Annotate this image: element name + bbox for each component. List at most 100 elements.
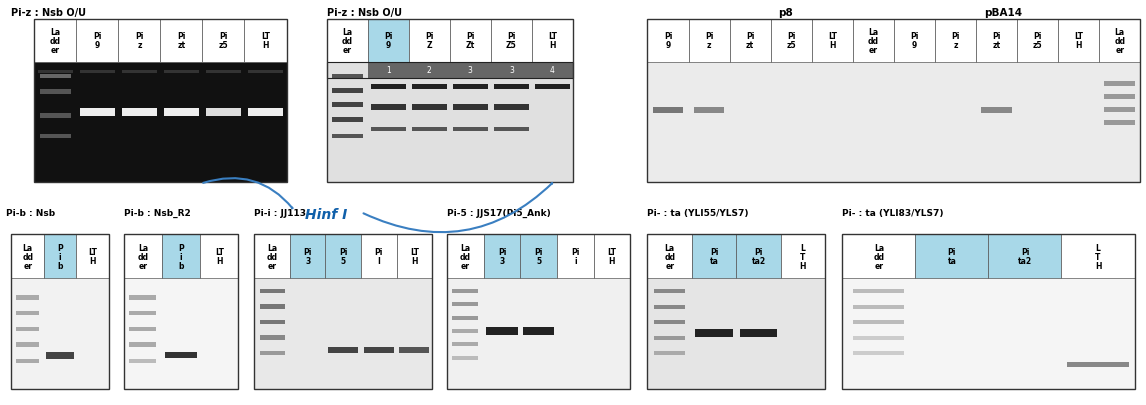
Bar: [411, 105, 447, 111]
Text: Pi
3: Pi 3: [497, 247, 507, 265]
Text: Pi
Zt: Pi Zt: [465, 32, 474, 50]
Bar: [11, 278, 109, 389]
Text: Pi-5 : JJS17(Pi5_Ank): Pi-5 : JJS17(Pi5_Ank): [447, 209, 551, 218]
Bar: [38, 70, 73, 73]
Bar: [647, 62, 1140, 182]
Bar: [988, 235, 1061, 278]
Text: Pi
zt: Pi zt: [992, 32, 1000, 50]
Bar: [453, 85, 488, 90]
Bar: [1018, 20, 1058, 62]
Bar: [557, 235, 594, 278]
Bar: [692, 235, 736, 278]
Bar: [79, 70, 116, 73]
Text: Pi
Z: Pi Z: [425, 32, 433, 50]
Bar: [453, 128, 488, 131]
Text: Pi
i: Pi i: [571, 247, 580, 265]
Bar: [916, 235, 988, 278]
Bar: [164, 109, 199, 117]
Bar: [371, 85, 406, 90]
Bar: [11, 235, 44, 278]
Text: Pi
zt: Pi zt: [178, 32, 186, 50]
Text: Pi
9: Pi 9: [664, 32, 673, 50]
Bar: [368, 62, 573, 79]
Bar: [46, 352, 74, 359]
Text: Pi
9: Pi 9: [93, 32, 102, 50]
Bar: [129, 296, 156, 300]
Bar: [205, 70, 242, 73]
Text: Pi- : ta (YLI55/YLS7): Pi- : ta (YLI55/YLS7): [647, 209, 749, 217]
Bar: [16, 311, 39, 315]
Bar: [260, 336, 284, 340]
Text: L
T
H: L T H: [1094, 243, 1101, 270]
Text: Pi
ta2: Pi ta2: [1018, 247, 1033, 265]
Bar: [244, 20, 286, 62]
Text: La
dd
er: La dd er: [460, 243, 471, 270]
Bar: [34, 20, 286, 182]
Bar: [260, 289, 284, 294]
Bar: [494, 85, 528, 90]
Bar: [409, 20, 449, 62]
Bar: [730, 20, 770, 62]
Text: Pi
5: Pi 5: [534, 247, 543, 265]
Bar: [327, 62, 573, 79]
Text: Pi-i : JJ113: Pi-i : JJ113: [254, 209, 306, 217]
Bar: [854, 336, 904, 340]
Bar: [935, 20, 976, 62]
Text: LT
H: LT H: [214, 247, 223, 265]
Bar: [842, 278, 1135, 389]
Text: Pi
z5: Pi z5: [786, 32, 796, 50]
Text: 4: 4: [550, 66, 555, 75]
Bar: [976, 20, 1018, 62]
Bar: [449, 20, 490, 62]
Bar: [399, 347, 430, 353]
Bar: [118, 20, 160, 62]
Bar: [162, 235, 201, 278]
Bar: [535, 85, 570, 90]
Bar: [164, 70, 199, 73]
Bar: [647, 235, 825, 389]
Bar: [40, 75, 71, 79]
Bar: [331, 75, 362, 79]
Bar: [853, 20, 894, 62]
Text: L
T
H: L T H: [800, 243, 806, 270]
Bar: [647, 235, 692, 278]
Text: LT
H: LT H: [261, 32, 270, 50]
Text: 3: 3: [509, 66, 513, 75]
Bar: [693, 107, 724, 113]
Text: 2: 2: [427, 66, 432, 75]
Text: La
dd
er: La dd er: [342, 28, 353, 55]
Text: La
dd
er: La dd er: [138, 243, 148, 270]
Text: Pi
9: Pi 9: [384, 32, 392, 50]
Text: La
dd
er: La dd er: [868, 28, 879, 55]
Bar: [770, 20, 811, 62]
Bar: [260, 320, 284, 324]
Bar: [453, 329, 478, 333]
Text: 1: 1: [386, 66, 391, 75]
Bar: [736, 235, 780, 278]
Bar: [327, 20, 573, 182]
Bar: [16, 359, 39, 363]
Text: Pi
z: Pi z: [705, 32, 713, 50]
Text: Pi
ta: Pi ta: [709, 247, 719, 265]
Text: LT
H: LT H: [410, 247, 418, 265]
Text: LT
H: LT H: [88, 247, 97, 265]
Text: 3: 3: [468, 66, 473, 75]
Bar: [79, 109, 116, 117]
Bar: [1105, 121, 1136, 126]
Bar: [1099, 20, 1140, 62]
Text: Pi
3: Pi 3: [304, 247, 312, 265]
Bar: [654, 305, 685, 309]
Bar: [854, 305, 904, 309]
Bar: [490, 20, 532, 62]
Text: Pi
z: Pi z: [135, 32, 143, 50]
Bar: [34, 62, 286, 182]
Bar: [894, 20, 935, 62]
Bar: [447, 235, 630, 389]
Text: La
dd
er: La dd er: [267, 243, 277, 270]
Text: LT
H: LT H: [548, 32, 557, 50]
Bar: [40, 90, 71, 95]
Bar: [453, 303, 478, 307]
Bar: [34, 20, 77, 62]
Bar: [160, 20, 203, 62]
Bar: [494, 128, 528, 131]
